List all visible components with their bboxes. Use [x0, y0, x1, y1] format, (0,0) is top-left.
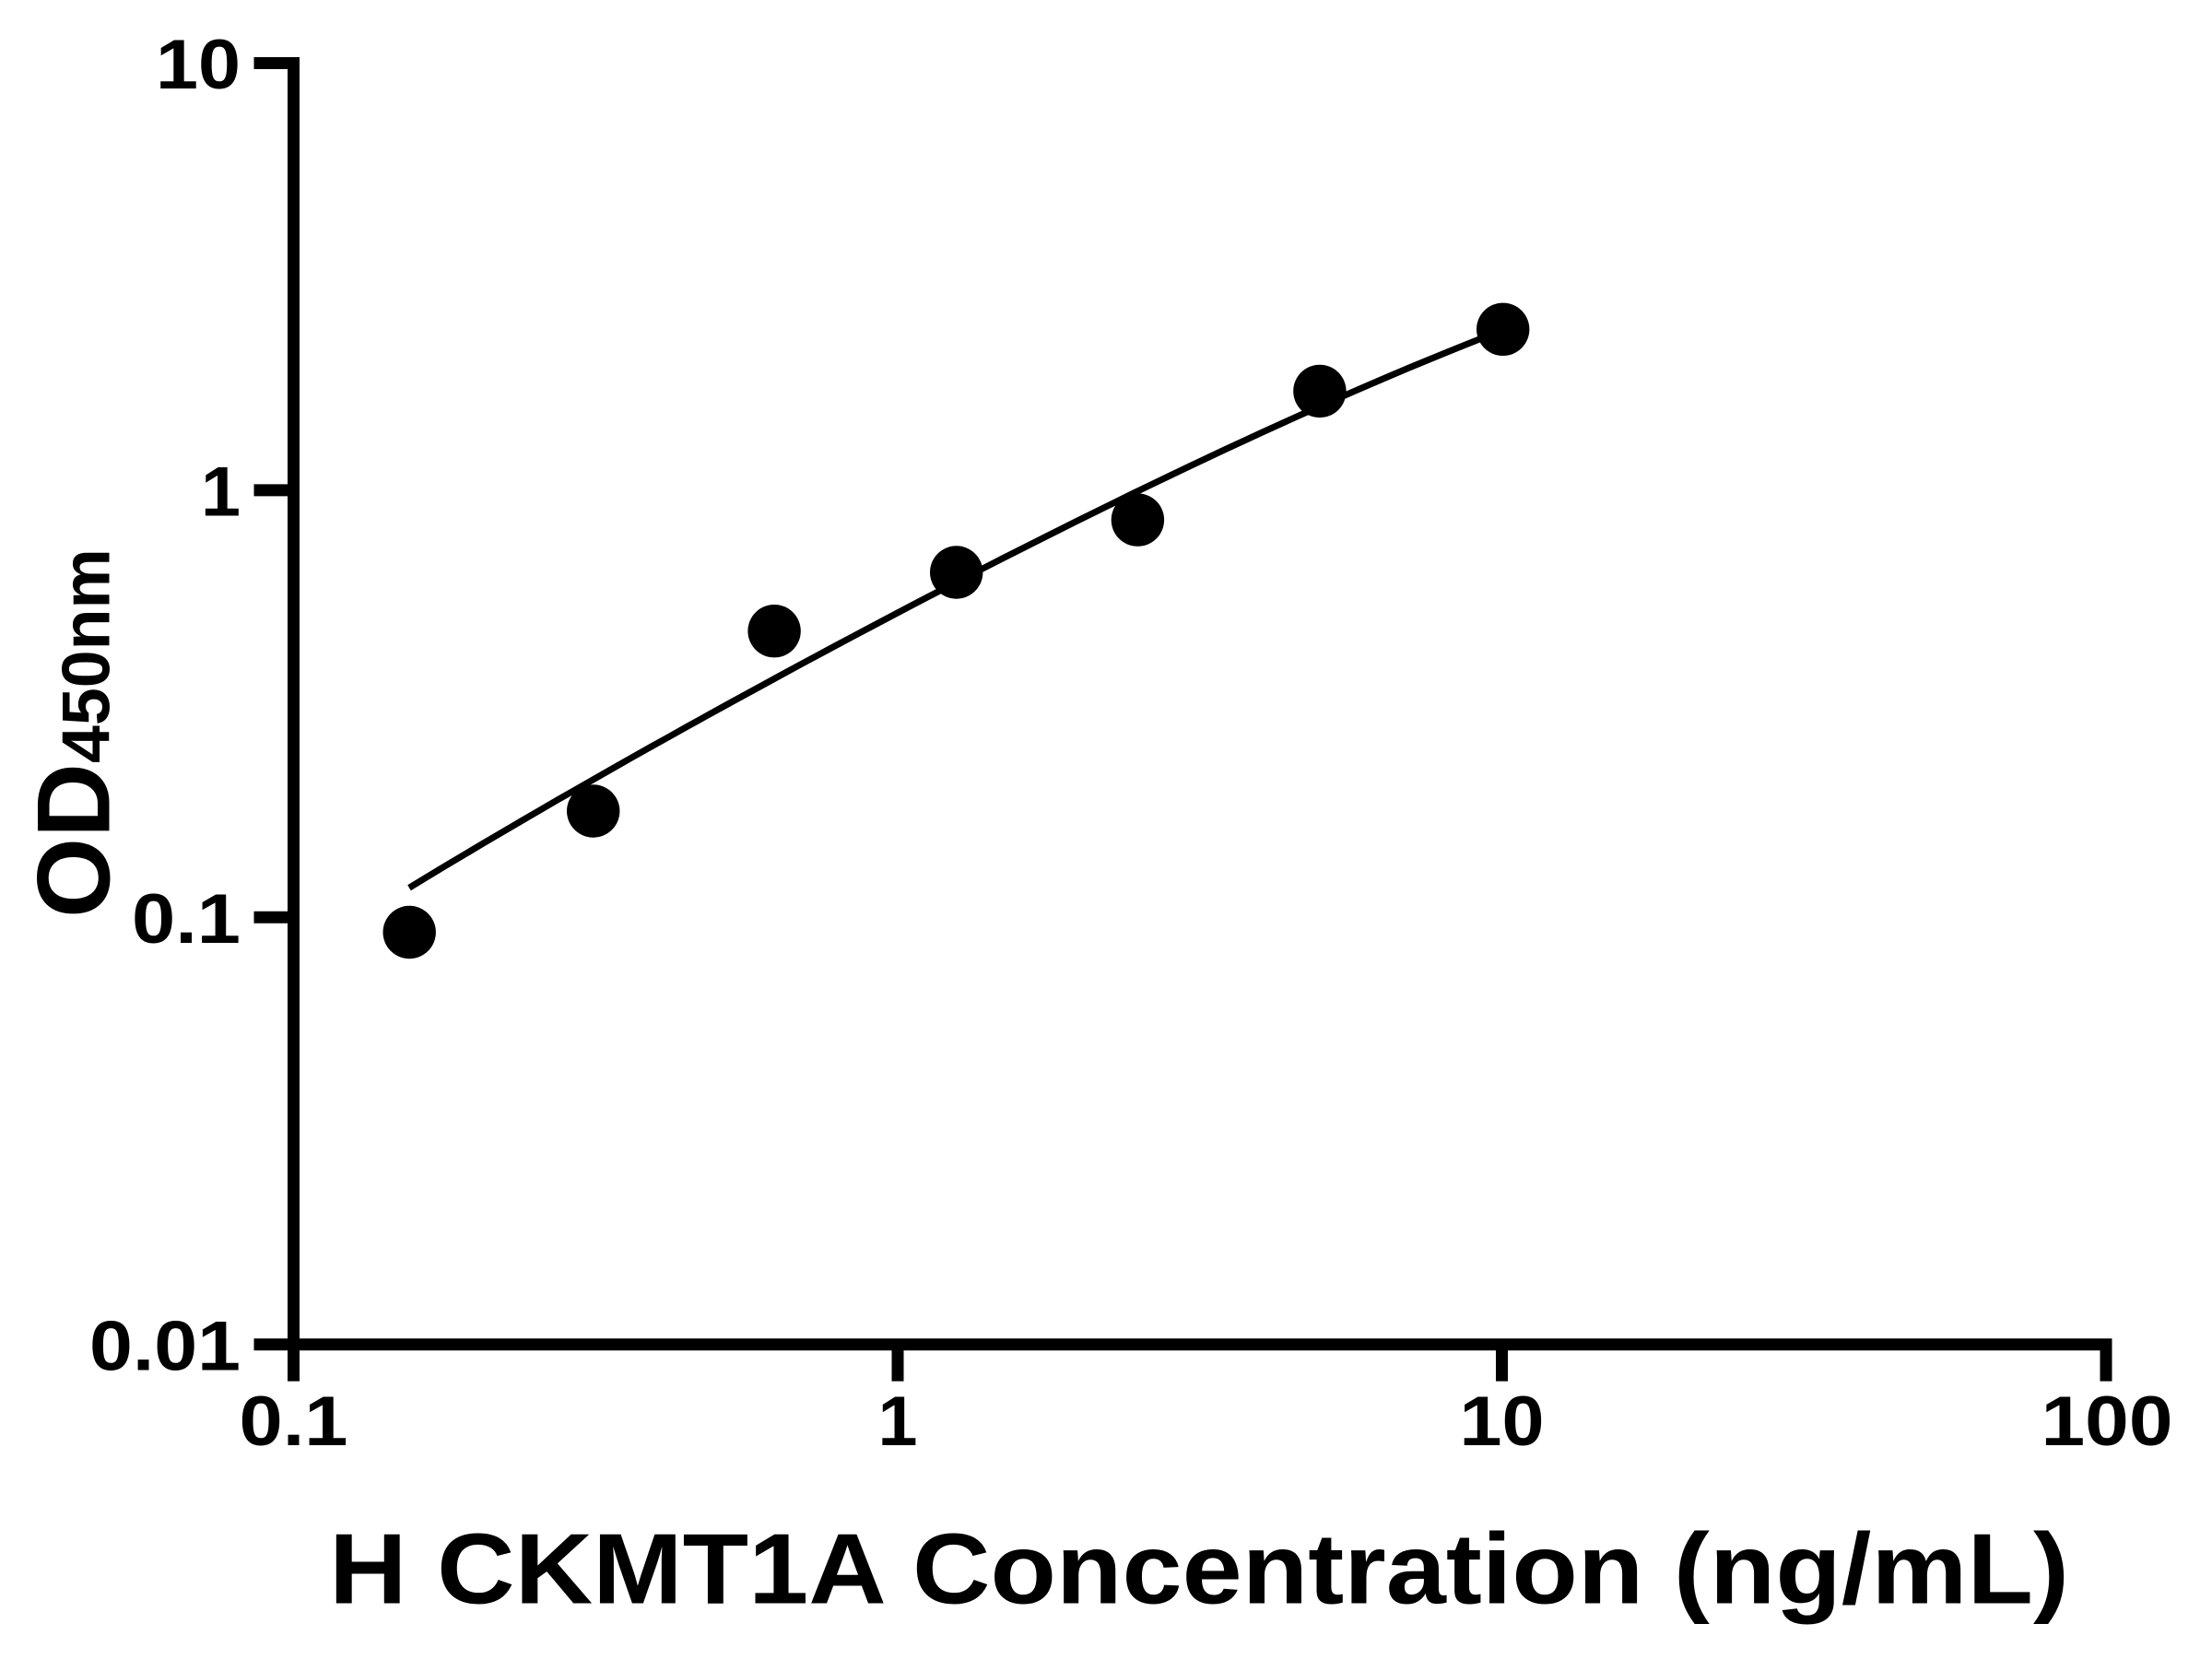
svg-text:10: 10	[1460, 1382, 1545, 1461]
svg-text:1: 1	[878, 1382, 918, 1461]
svg-text:H CKMT1A Concentration (ng/mL): H CKMT1A Concentration (ng/mL)	[329, 1513, 2069, 1626]
svg-text:0.1: 0.1	[240, 1382, 348, 1461]
svg-text:0.01: 0.01	[89, 1307, 241, 1385]
svg-text:100: 100	[2041, 1382, 2173, 1461]
svg-text:0.1: 0.1	[132, 880, 241, 959]
svg-text:10: 10	[156, 26, 241, 104]
svg-text:1: 1	[201, 453, 241, 532]
